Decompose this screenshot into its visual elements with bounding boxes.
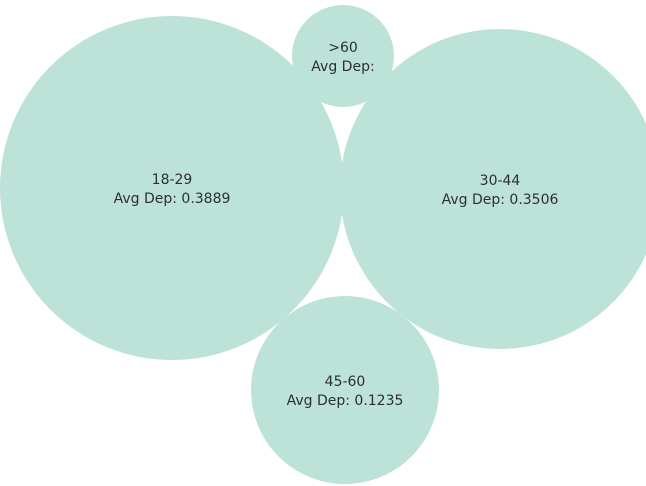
bubble-value-label: Avg Dep: 0.1235 (287, 393, 404, 409)
measure-label: Avg Dep: (114, 191, 177, 207)
bubble-18-29[interactable]: 18-29 Avg Dep: 0.3889 (0, 16, 344, 360)
bubble-category-label: 30-44 (480, 173, 521, 189)
bubble-gt60[interactable]: >60 Avg Dep: (292, 5, 394, 107)
measure-label: Avg Dep: (287, 393, 350, 409)
bubble-category-label: 45-60 (325, 374, 366, 390)
measure-value: 0.3889 (177, 191, 230, 207)
bubble-circle-18-29[interactable] (0, 16, 344, 360)
measure-value: 0.1235 (350, 393, 403, 409)
bubble-value-label: Avg Dep: 0.3506 (442, 192, 559, 208)
bubble-circle-45-60[interactable] (251, 296, 439, 484)
measure-label: Avg Dep: (311, 59, 374, 75)
bubble-category-label: 18-29 (152, 172, 193, 188)
bubble-45-60[interactable]: 45-60 Avg Dep: 0.1235 (251, 296, 439, 484)
measure-value: 0.3506 (505, 192, 559, 208)
bubble-category-label: >60 (328, 40, 358, 56)
bubble-value-label: Avg Dep: 0.3889 (114, 191, 231, 207)
bubble-30-44[interactable]: 30-44 Avg Dep: 0.3506 (340, 29, 646, 349)
bubble-circle-30-44[interactable] (340, 29, 646, 349)
measure-label: Avg Dep: (442, 192, 505, 208)
bubble-value-label: Avg Dep: (311, 59, 374, 75)
bubble-circle-gt60[interactable] (292, 5, 394, 107)
